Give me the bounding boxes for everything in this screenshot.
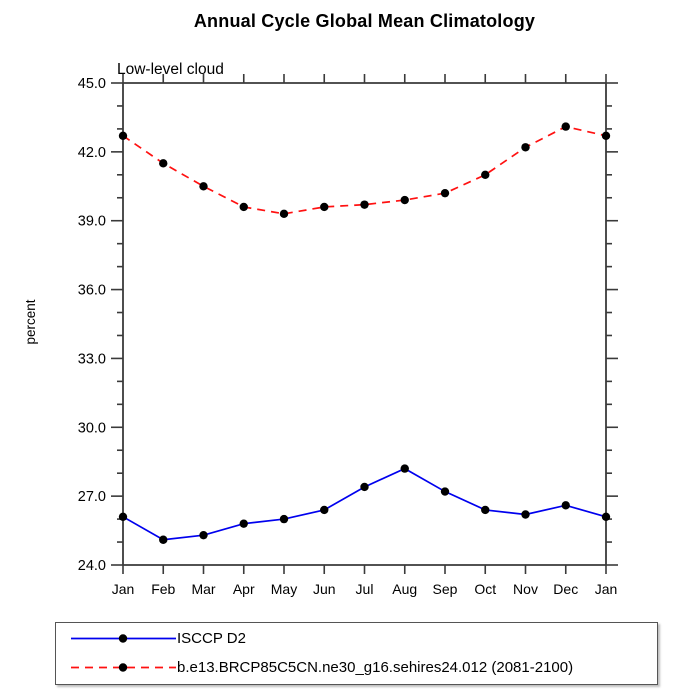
legend-label-series-1: ISCCP D2 [177,630,246,647]
data-point-marker [320,202,329,212]
line-chart-plot: 24.0 27.0 30.0 33.0 36.0 39.0 42.0 45.0 Jan Feb Ma… [78,74,618,597]
data-point-marker [521,510,530,519]
legend-swatch-solid-line [71,634,176,643]
data-point-marker [239,202,248,212]
data-point-marker [239,519,248,528]
data-point-marker [360,200,369,209]
legend-marker-sample [118,663,128,672]
data-point-marker [118,131,128,140]
data-point-marker [199,530,208,540]
data-point-marker [279,209,289,219]
y-axis-tick-label: 30.0 [78,420,106,436]
data-point-marker [400,464,409,473]
data-point-marker [561,122,570,131]
x-axis-tick-label: Jan [595,581,618,597]
legend-row-isccp: ISCCP D2 [56,624,657,653]
data-point-marker [601,131,611,140]
data-point-marker [279,514,289,524]
x-axis-tick-label: Jul [356,581,374,597]
legend-swatch-dashed-line [71,663,176,672]
data-point-marker [521,143,530,152]
x-axis-tick-label: Mar [191,581,215,597]
data-point-marker [400,195,409,205]
y-axis-tick-label: 42.0 [78,145,106,161]
data-point-marker [481,170,490,180]
y-axis-tick-label: 39.0 [78,214,106,230]
legend-label-series-2: b.e13.BRCP85C5CN.ne30_g16.sehires24.012 … [177,659,574,676]
y-axis-tick-label: 45.0 [78,76,106,92]
legend-row-model: b.e13.BRCP85C5CN.ne30_g16.sehires24.012 … [56,653,657,682]
data-point-marker [320,505,329,515]
data-point-marker [159,535,168,544]
x-axis-tick-label: Jan [112,581,135,597]
x-axis-tick-label: Aug [392,581,417,597]
data-point-marker [440,188,450,198]
x-axis-tick-label: Sep [433,581,458,597]
chart-title: Annual Cycle Global Mean Climatology [193,11,536,31]
legend-marker-sample [118,634,128,643]
data-point-marker [601,512,611,521]
x-axis-tick-label: Dec [553,581,578,597]
x-axis-tick-label: Oct [474,581,496,597]
x-axis-tick-label: Nov [513,581,538,597]
x-axis-tick-label: Jun [313,581,336,597]
y-axis-tick-label: 24.0 [78,558,106,574]
x-axis-tick-label: Apr [233,581,255,597]
x-axis-tick-label: Feb [151,581,175,597]
data-point-marker [360,482,369,492]
series-line-0 [122,467,607,541]
y-axis-tick-label: 33.0 [78,351,106,367]
x-axis-tick-label: May [271,581,297,597]
data-point-marker [159,159,168,168]
y-axis-tick-label: 27.0 [78,489,106,505]
data-point-marker [199,182,208,191]
legend-box: ISCCP D2 b.e13.BRCP85C5CN.ne30_g16.sehir… [55,622,658,685]
data-point-marker [481,505,490,515]
chart-subtitle: Low-level cloud [117,61,224,78]
y-axis-tick-label: 36.0 [78,283,106,299]
data-point-marker [440,487,450,496]
data-point-marker [118,512,128,521]
data-point-marker [561,501,570,510]
